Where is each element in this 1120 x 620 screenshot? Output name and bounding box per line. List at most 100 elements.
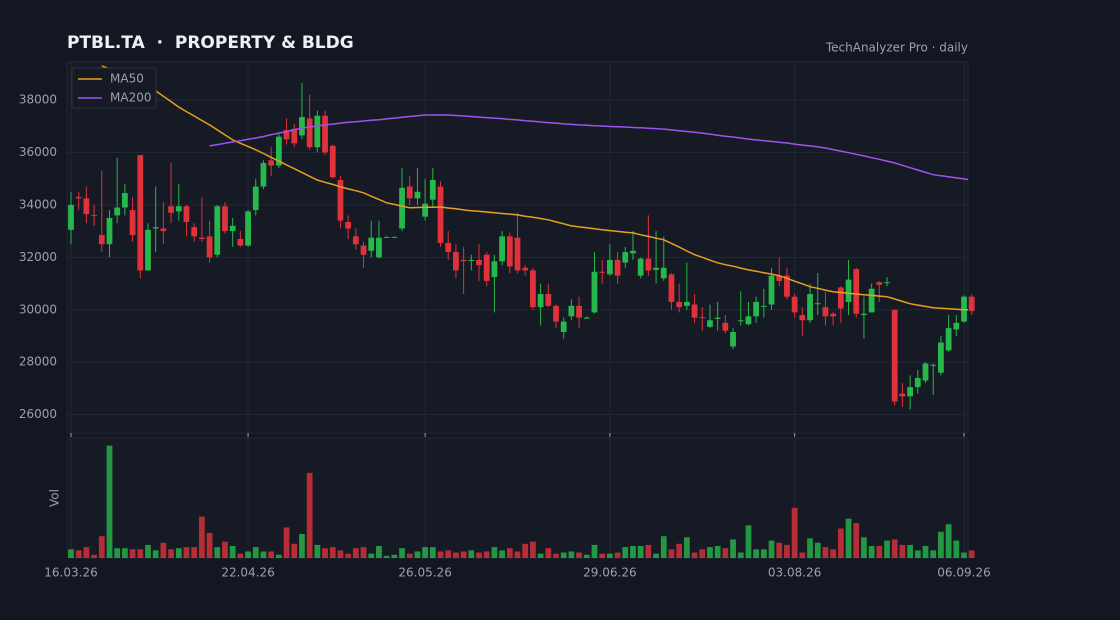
volume-bars bbox=[68, 445, 975, 558]
candle-body bbox=[861, 313, 867, 316]
x-tick-label: 29.06.26 bbox=[583, 566, 636, 580]
candle-body bbox=[514, 237, 521, 271]
y-tick-label: 28000 bbox=[19, 355, 57, 369]
volume-bar bbox=[730, 539, 736, 558]
candle-body bbox=[422, 203, 429, 217]
volume-bar bbox=[283, 527, 290, 558]
candle-body bbox=[707, 320, 713, 327]
candle-body bbox=[268, 160, 275, 166]
candle-body bbox=[722, 322, 729, 331]
volume-bar bbox=[961, 552, 967, 558]
volume-bar bbox=[483, 551, 490, 558]
candle-body bbox=[553, 305, 559, 322]
volume-bar bbox=[522, 543, 529, 558]
volume-bar bbox=[499, 550, 505, 558]
candle-body bbox=[491, 261, 498, 277]
candle-body bbox=[206, 236, 213, 258]
volume-bar bbox=[930, 550, 937, 558]
candle-body bbox=[591, 271, 598, 313]
volume-bar bbox=[784, 544, 790, 558]
volume-bar bbox=[630, 546, 636, 558]
candle-body bbox=[376, 237, 382, 258]
volume-bar bbox=[168, 549, 174, 558]
volume-bar bbox=[660, 536, 667, 558]
candle-body bbox=[168, 206, 174, 213]
volume-bar bbox=[322, 548, 328, 558]
volume-bar bbox=[753, 549, 760, 558]
candle-body bbox=[98, 235, 105, 245]
candle-body bbox=[183, 206, 190, 222]
volume-bar bbox=[876, 546, 883, 558]
candle-body bbox=[884, 282, 890, 284]
candle-body bbox=[175, 206, 182, 212]
y-tick-label: 32000 bbox=[19, 250, 57, 264]
volume-bar bbox=[252, 547, 259, 558]
volume-bar bbox=[606, 553, 613, 558]
candle-body bbox=[522, 267, 529, 271]
candle-body bbox=[460, 259, 467, 262]
candle-body bbox=[129, 210, 136, 236]
volume-bar bbox=[260, 551, 267, 558]
volume-bar bbox=[137, 549, 144, 558]
volume-bar bbox=[922, 546, 929, 558]
candle-body bbox=[506, 236, 513, 267]
candle-body bbox=[830, 313, 837, 317]
volume-bar bbox=[614, 552, 621, 558]
volume-bar bbox=[191, 547, 198, 558]
legend-label: MA50 bbox=[110, 72, 144, 86]
candle-body bbox=[791, 296, 798, 313]
volume-bar bbox=[938, 531, 944, 558]
candle-body bbox=[237, 238, 244, 246]
legend: MA50 MA200 bbox=[71, 67, 157, 109]
volume-bar bbox=[245, 551, 251, 558]
volume-bar bbox=[368, 553, 375, 558]
volume-bar bbox=[214, 547, 221, 558]
candle-body bbox=[337, 179, 344, 221]
volume-bar bbox=[884, 540, 890, 558]
candle-body bbox=[91, 214, 97, 216]
candle-body bbox=[907, 387, 913, 397]
candle-body bbox=[784, 275, 790, 297]
volume-bar bbox=[268, 551, 275, 558]
candles bbox=[68, 82, 975, 410]
candle-body bbox=[83, 198, 90, 215]
candle-body bbox=[314, 115, 321, 148]
candle-body bbox=[445, 242, 452, 253]
candle-body bbox=[953, 322, 960, 330]
y-tick-label: 34000 bbox=[19, 197, 57, 211]
candle-body bbox=[299, 117, 305, 136]
volume-bar bbox=[591, 544, 598, 558]
volume-bar bbox=[853, 523, 860, 558]
volume-bar bbox=[668, 549, 675, 558]
candle-body bbox=[668, 274, 675, 302]
volume-bar bbox=[760, 549, 767, 558]
candle-body bbox=[568, 305, 575, 317]
x-tick-label: 22.04.26 bbox=[221, 566, 274, 580]
volume-bar bbox=[837, 528, 844, 558]
candle-body bbox=[530, 270, 536, 308]
candle-body bbox=[614, 259, 621, 276]
volume-bar bbox=[145, 544, 151, 558]
candle-body bbox=[145, 229, 151, 271]
volume-bar bbox=[699, 549, 706, 558]
volume-bar bbox=[437, 551, 444, 558]
volume-bar bbox=[160, 542, 167, 558]
volume-bar bbox=[68, 549, 74, 558]
candle-body bbox=[191, 227, 198, 237]
volume-bar bbox=[414, 551, 421, 558]
volume-bar bbox=[345, 553, 352, 558]
volume-bar bbox=[530, 541, 536, 558]
candle-body bbox=[822, 307, 829, 317]
volume-bar bbox=[807, 538, 813, 558]
candle-body bbox=[930, 364, 937, 366]
chart-title: PTBL.TA · PROPERTY & BLDG bbox=[67, 33, 354, 53]
candle-body bbox=[322, 115, 328, 153]
volume-bar bbox=[907, 544, 913, 558]
candle-body bbox=[868, 288, 875, 313]
volume-bar bbox=[899, 544, 906, 558]
volume-bar bbox=[560, 552, 567, 558]
x-tick-label: 16.03.26 bbox=[44, 566, 97, 580]
volume-bar bbox=[737, 552, 744, 558]
volume-bar bbox=[599, 553, 606, 558]
volume-bar bbox=[83, 547, 90, 558]
